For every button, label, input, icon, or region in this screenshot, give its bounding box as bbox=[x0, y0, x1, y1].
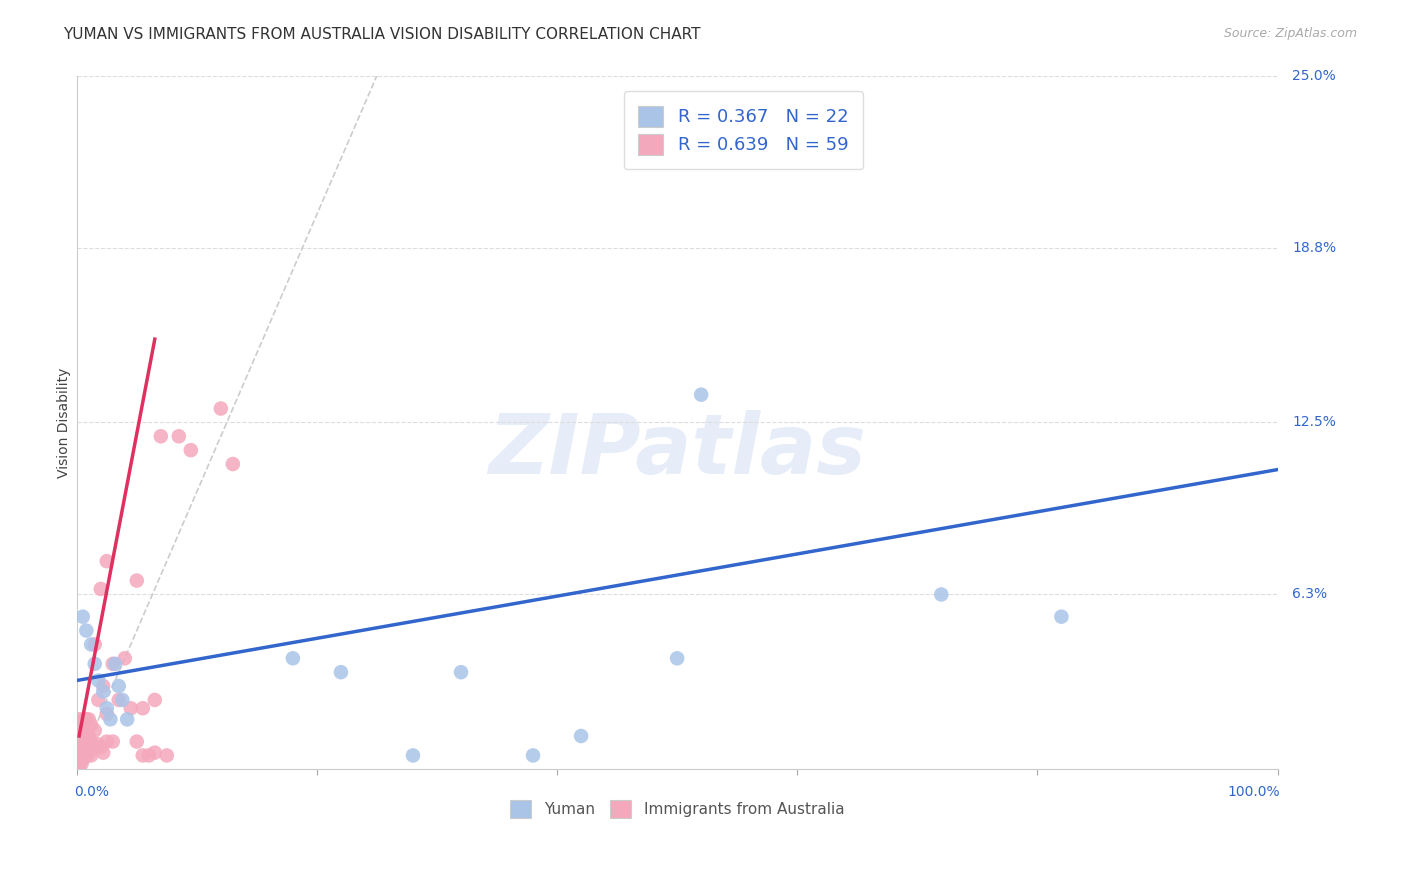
Point bbox=[75, 748, 97, 763]
Text: 6.3%: 6.3% bbox=[1292, 588, 1327, 601]
Text: 0.0%: 0.0% bbox=[75, 785, 110, 798]
Point bbox=[67, 712, 90, 726]
Point bbox=[329, 665, 352, 680]
Point bbox=[77, 729, 100, 743]
Point bbox=[149, 429, 172, 443]
Point bbox=[96, 706, 118, 721]
Point bbox=[87, 693, 110, 707]
Point bbox=[180, 443, 202, 458]
Point bbox=[931, 587, 953, 601]
Point bbox=[67, 729, 90, 743]
Point bbox=[77, 746, 100, 760]
Point bbox=[91, 679, 114, 693]
Point bbox=[115, 712, 138, 726]
Point bbox=[70, 748, 93, 763]
Point bbox=[67, 740, 90, 755]
Point bbox=[70, 740, 93, 755]
Point bbox=[67, 718, 90, 732]
Point bbox=[156, 748, 179, 763]
Point bbox=[67, 746, 90, 760]
Point bbox=[75, 624, 97, 638]
Point bbox=[80, 637, 103, 651]
Text: 18.8%: 18.8% bbox=[1292, 241, 1336, 254]
Point bbox=[67, 762, 90, 776]
Point bbox=[75, 726, 97, 740]
Point bbox=[67, 751, 90, 765]
Point bbox=[67, 723, 90, 738]
Point bbox=[91, 684, 114, 698]
Point bbox=[107, 679, 129, 693]
Point bbox=[73, 743, 96, 757]
Point bbox=[80, 718, 103, 732]
Point bbox=[569, 729, 592, 743]
Point bbox=[666, 651, 689, 665]
Point bbox=[70, 756, 93, 771]
Point bbox=[87, 737, 110, 751]
Point bbox=[132, 701, 155, 715]
Point bbox=[107, 693, 129, 707]
Point bbox=[73, 751, 96, 765]
Point bbox=[690, 387, 713, 401]
Point bbox=[98, 712, 121, 726]
Point bbox=[450, 665, 472, 680]
Point bbox=[402, 748, 425, 763]
Point bbox=[1050, 609, 1073, 624]
Point bbox=[80, 734, 103, 748]
Text: 100.0%: 100.0% bbox=[1227, 785, 1279, 798]
Point bbox=[281, 651, 304, 665]
Point bbox=[125, 734, 148, 748]
Text: YUMAN VS IMMIGRANTS FROM AUSTRALIA VISION DISABILITY CORRELATION CHART: YUMAN VS IMMIGRANTS FROM AUSTRALIA VISIO… bbox=[63, 27, 700, 42]
Point bbox=[90, 740, 112, 755]
Point bbox=[67, 734, 90, 748]
Point bbox=[83, 723, 105, 738]
Point bbox=[73, 712, 96, 726]
Point bbox=[96, 734, 118, 748]
Point bbox=[72, 609, 94, 624]
Text: 12.5%: 12.5% bbox=[1292, 416, 1336, 429]
Point bbox=[209, 401, 232, 416]
Point bbox=[73, 723, 96, 738]
Point bbox=[75, 712, 97, 726]
Point bbox=[96, 701, 118, 715]
Point bbox=[222, 457, 245, 471]
Point bbox=[90, 582, 112, 596]
Text: ZIPatlas: ZIPatlas bbox=[488, 409, 866, 491]
Point bbox=[67, 756, 90, 771]
Point bbox=[143, 693, 166, 707]
Point bbox=[120, 701, 142, 715]
Point bbox=[83, 637, 105, 651]
Point bbox=[138, 748, 160, 763]
Point bbox=[83, 657, 105, 671]
Point bbox=[91, 746, 114, 760]
Point bbox=[70, 718, 93, 732]
Point bbox=[96, 554, 118, 568]
Point bbox=[111, 693, 134, 707]
Legend: Yuman, Immigrants from Australia: Yuman, Immigrants from Australia bbox=[503, 794, 851, 824]
Point bbox=[167, 429, 190, 443]
Point bbox=[75, 737, 97, 751]
Point bbox=[70, 729, 93, 743]
Point bbox=[143, 746, 166, 760]
Text: Source: ZipAtlas.com: Source: ZipAtlas.com bbox=[1223, 27, 1357, 40]
Point bbox=[87, 673, 110, 688]
Point bbox=[101, 657, 124, 671]
Point bbox=[125, 574, 148, 588]
Point bbox=[83, 740, 105, 755]
Point bbox=[104, 657, 127, 671]
Point bbox=[73, 734, 96, 748]
Point bbox=[114, 651, 136, 665]
Point bbox=[80, 748, 103, 763]
Point bbox=[101, 734, 124, 748]
Point bbox=[522, 748, 544, 763]
Text: 25.0%: 25.0% bbox=[1292, 69, 1336, 83]
Y-axis label: Vision Disability: Vision Disability bbox=[58, 368, 72, 477]
Point bbox=[132, 748, 155, 763]
Point bbox=[77, 712, 100, 726]
